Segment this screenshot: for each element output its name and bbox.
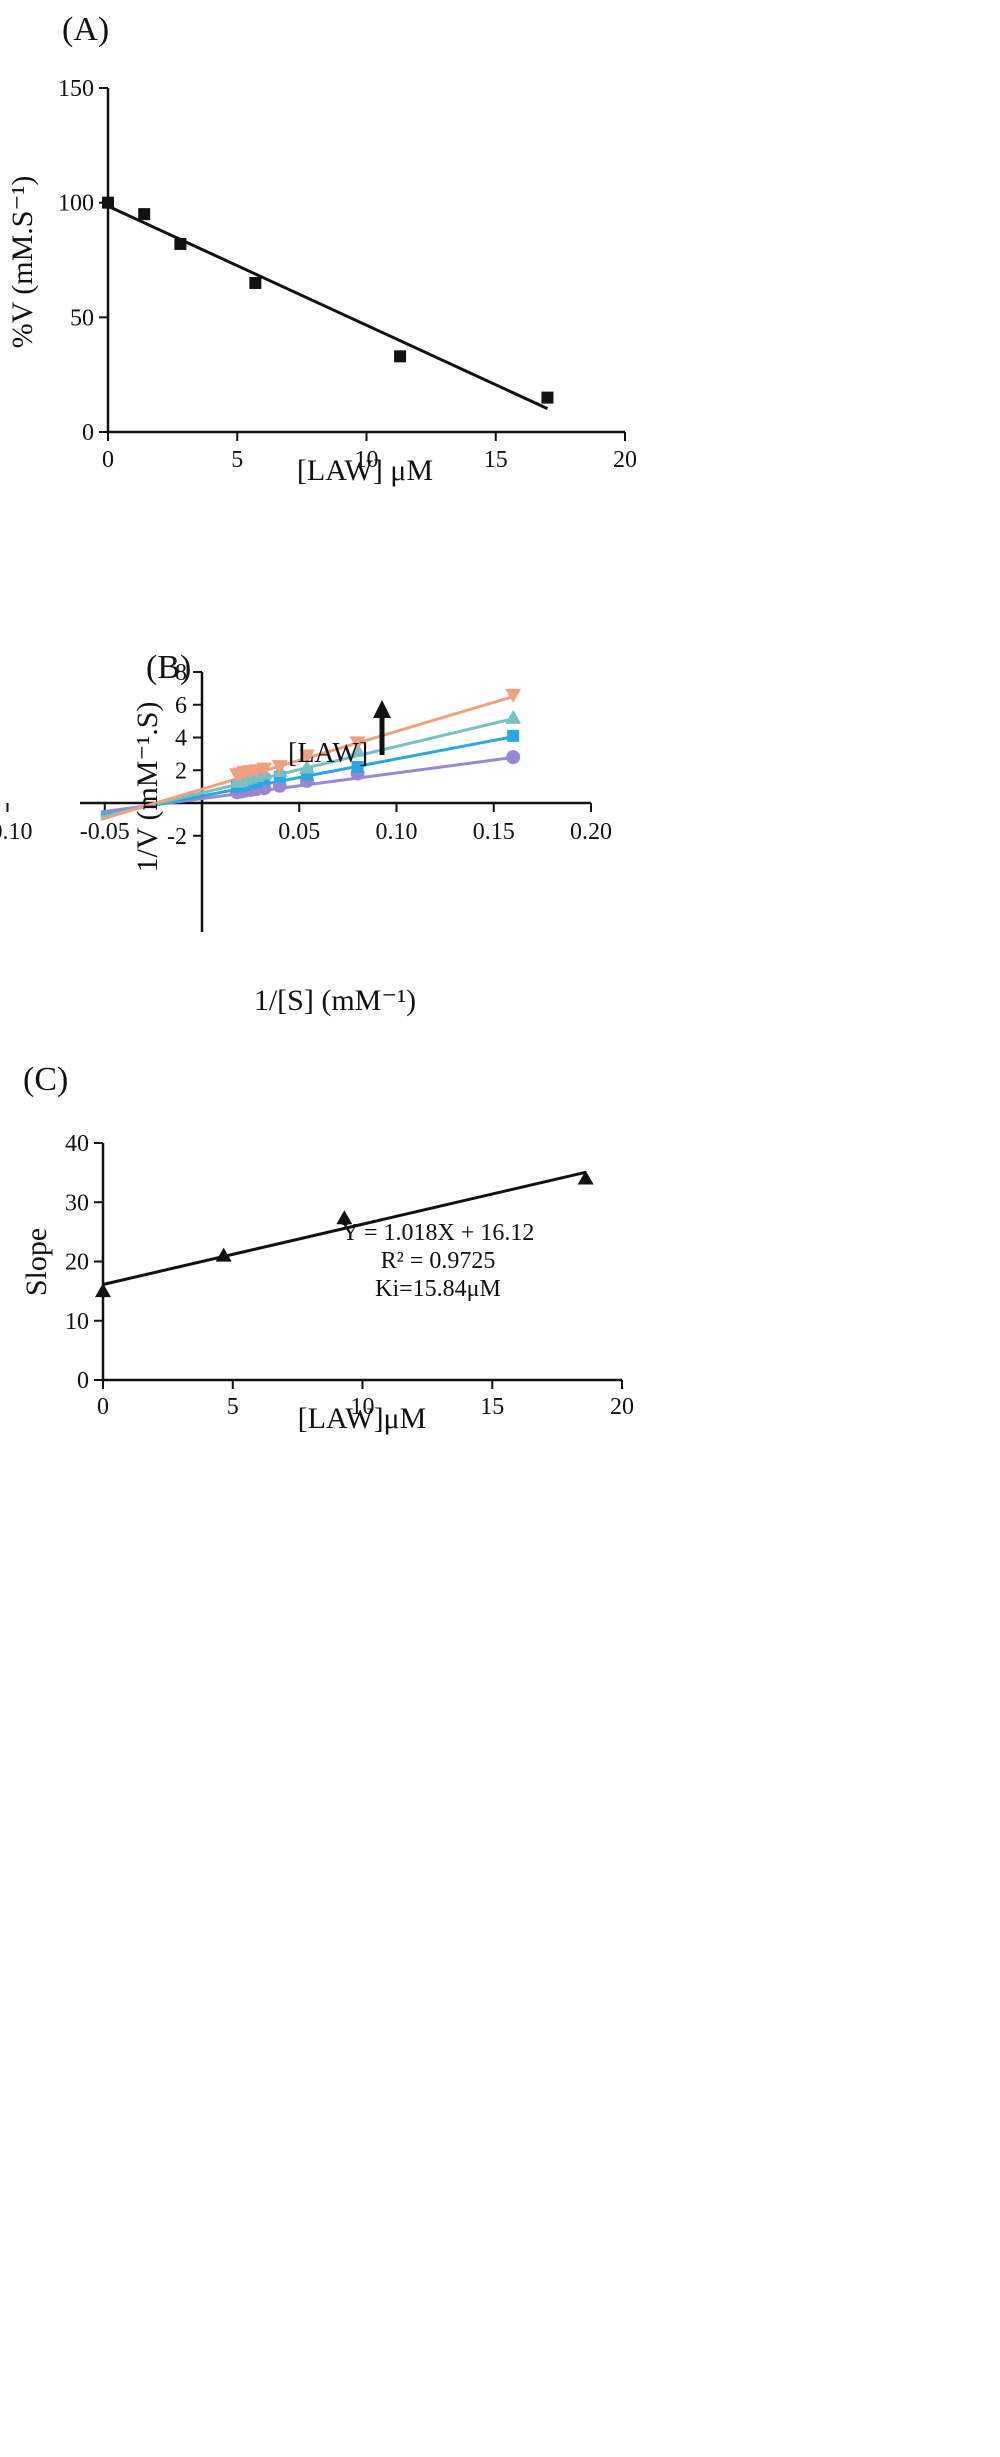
- panel-c-axes: [101, 1143, 622, 1382]
- panel-b-y-tick-label: 6: [175, 693, 187, 719]
- panel-b: (B) -0.10 -0.05 0.05 0.10 0.15 0.20 -2 2 4 6 8 [LA…: [0, 649, 612, 1017]
- panel-a-ticks: 0 5 10 15 20 0 50 100 150: [58, 76, 637, 473]
- panel-c-equation: Y = 1.018X + 16.12: [342, 1220, 535, 1246]
- panel-b-x-tick-label: 0.10: [376, 819, 418, 845]
- panel-c-r-squared: R² = 0.9725: [381, 1248, 496, 1274]
- panel-a-point: [174, 237, 187, 250]
- panel-a-x-label: [LAW] μM: [297, 454, 433, 487]
- panel-a-x-tick-label: 5: [231, 447, 243, 473]
- increase-arrow-icon: [373, 700, 391, 755]
- panel-a-y-tick-label: 100: [58, 191, 94, 217]
- panel-c-ki: Ki=15.84μM: [375, 1276, 501, 1302]
- panel-a: (A) 0 5 10 15 20 0 50 100 150 [LAW] μM %V (mM.S⁻…: [6, 11, 637, 487]
- panel-c-point: [577, 1170, 594, 1185]
- panel-b-point-2: [505, 709, 522, 724]
- panel-b-point-3: [256, 762, 273, 777]
- panel-a-y-tick-label: 50: [70, 305, 94, 331]
- panel-b-x-tick-label: 0.15: [473, 819, 515, 845]
- panel-c-x-tick-label: 20: [610, 1394, 634, 1420]
- panel-c-x-tick-label: 15: [480, 1394, 504, 1420]
- panel-c-points: [95, 1170, 594, 1298]
- panel-c-y-label: Slope: [20, 1228, 53, 1296]
- panel-a-label: (A): [62, 11, 109, 48]
- panel-c-point: [336, 1210, 353, 1225]
- panel-c-ticks: 0 5 10 15 20 0 10 20 30 40: [65, 1131, 634, 1420]
- panel-b-label: (B): [146, 649, 191, 686]
- panel-b-y-tick-label: -2: [167, 824, 187, 850]
- panel-c-y-tick-label: 0: [77, 1368, 89, 1394]
- panel-c-x-tick-label: 10: [351, 1394, 375, 1420]
- panel-a-fit-line: [107, 204, 549, 410]
- panel-b-x-tick-label: 0.20: [570, 819, 612, 845]
- panel-c-x-label: [LAW]μM: [298, 1402, 427, 1435]
- panel-c-y-tick-label: 40: [65, 1131, 89, 1157]
- panel-a-points: [102, 196, 554, 404]
- panel-a-point: [102, 196, 114, 209]
- panel-b-point-3: [271, 760, 288, 775]
- panel-b-y-tick-label: 8: [175, 660, 187, 686]
- panel-a-x-tick-label: 15: [484, 447, 508, 473]
- panel-a-y-tick-label: 0: [82, 420, 94, 446]
- panel-b-ticks: -0.10 -0.05 0.05 0.10 0.15 0.20 -2 2 4 6 8: [0, 660, 612, 850]
- panel-c-x-tick-label: 0: [97, 1394, 109, 1420]
- panel-a-x-tick-label: 10: [355, 447, 379, 473]
- panel-a-fit-line-group: [107, 204, 549, 410]
- panel-c-label: (C): [23, 1061, 68, 1098]
- panel-b-points: [229, 688, 522, 800]
- panel-c-x-tick-label: 5: [227, 1394, 239, 1420]
- panel-b-point-3: [505, 688, 522, 703]
- panel-a-point: [394, 350, 407, 363]
- panel-a-y-tick-label: 150: [58, 76, 94, 102]
- panel-b-y-tick-label: 4: [175, 726, 187, 752]
- panel-b-y-tick-label: 2: [175, 758, 187, 784]
- panel-a-x-tick-label: 20: [613, 447, 637, 473]
- panel-c-y-tick-label: 20: [65, 1250, 89, 1276]
- panel-b-x-tick-label: -0.05: [80, 819, 130, 845]
- panel-a-point: [138, 208, 151, 221]
- panel-b-point-2: [299, 759, 316, 774]
- panel-a-y-label: %V (mM.S⁻¹): [6, 176, 39, 349]
- panel-a-point: [541, 391, 554, 404]
- panel-c-point: [95, 1283, 111, 1298]
- panel-c: (C) 0 5 10 15 20 0 10 20 30 40 Y = 1.018X + 16.12…: [20, 1061, 634, 1435]
- panel-c-y-tick-label: 30: [65, 1190, 89, 1216]
- panel-a-x-tick-label: 0: [102, 447, 114, 473]
- panel-c-fit-line-group: [102, 1170, 587, 1286]
- panel-b-x-label: 1/[S] (mM⁻¹): [254, 984, 416, 1017]
- panel-b-point-3: [349, 736, 366, 751]
- panel-a-axes: [106, 88, 625, 434]
- panel-c-y-tick-label: 10: [65, 1309, 89, 1335]
- panel-a-point: [249, 276, 262, 289]
- panel-b-x-tick-label: -0.10: [0, 819, 33, 845]
- panel-b-law-annotation: [LAW]: [288, 738, 368, 769]
- panel-b-point-1: [507, 729, 520, 742]
- panel-c-point: [215, 1247, 232, 1262]
- panel-b-point-0: [506, 750, 521, 765]
- panel-b-x-tick-label: 0.05: [278, 819, 320, 845]
- panel-c-fit-line: [102, 1170, 587, 1286]
- panel-b-point-3: [299, 749, 316, 764]
- panel-b-point-1: [351, 760, 364, 773]
- panel-b-y-label: 1/V (mM⁻¹.S): [131, 702, 164, 873]
